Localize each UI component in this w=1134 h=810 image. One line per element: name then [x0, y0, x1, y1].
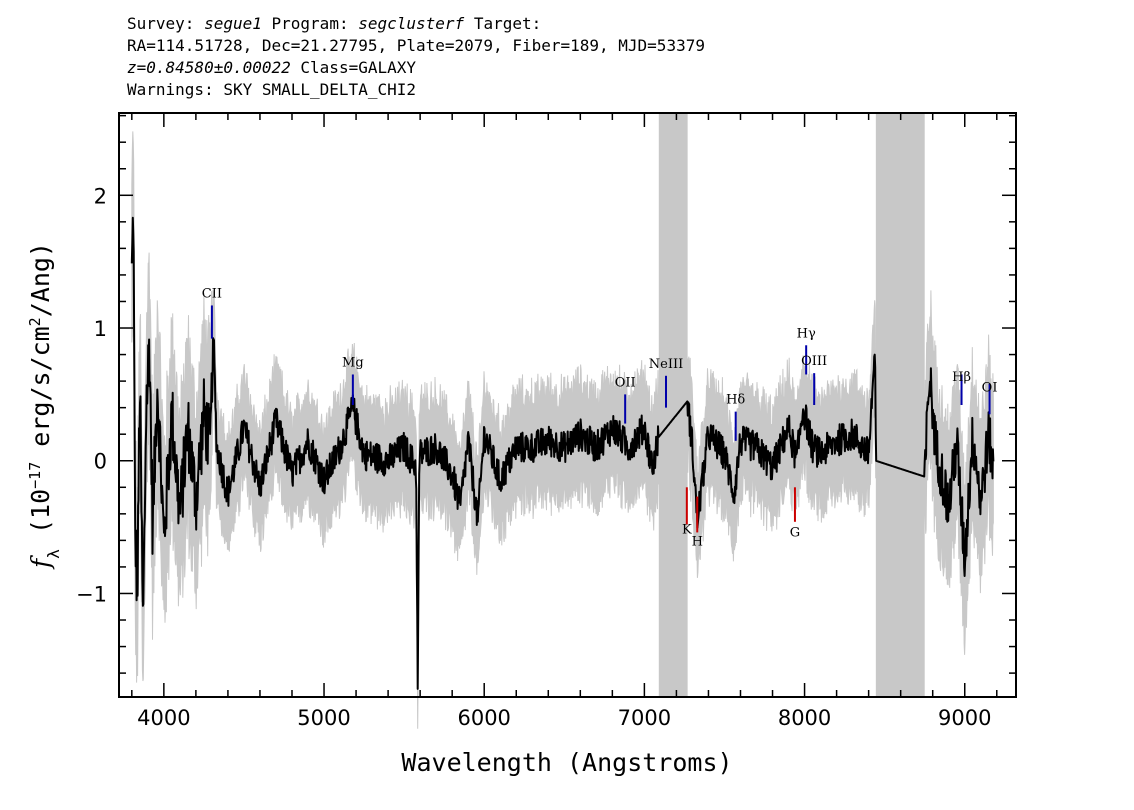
x-axis-label: Wavelength (Angstroms) [401, 748, 732, 777]
spectrum-header: Survey: segue1 Program: segclusterf Targ… [127, 13, 705, 101]
line-label-oi-8: OI [982, 381, 998, 396]
line-label-h-10: H [692, 535, 703, 550]
x-tick-label: 9000 [938, 706, 991, 730]
spectral-line-markers: CII Mg OII NeIII Hδ Hγ OIII Hβ OI KH G [202, 286, 998, 549]
flux-line [130, 216, 995, 690]
error-envelope-area [131, 131, 994, 729]
line-label-h-4: Hδ [726, 393, 745, 408]
masked-region-1 [658, 113, 688, 697]
header-line-warnings: Warnings: SKY SMALL_DELTA_CHI2 [127, 80, 416, 99]
survey-label: Survey: [127, 14, 195, 33]
line-label-neiii-3: NeIII [649, 357, 683, 372]
flux-series [130, 216, 995, 690]
x-tick-label: 6000 [457, 706, 510, 730]
error-envelope [131, 131, 994, 729]
survey-value: segue1 [204, 14, 262, 33]
x-tick-label: 5000 [297, 706, 350, 730]
y-tick-label: 0 [94, 450, 107, 474]
header-line-coordinates: RA=114.51728, Dec=21.27795, Plate=2079, … [127, 36, 705, 55]
y-axis-label: fλ (10−17 erg/s/cm2/Ang) [26, 242, 63, 570]
header-line-redshift: z=0.84580±0.00022 Class=GALAXY [127, 57, 705, 79]
target-label: Target: [473, 14, 542, 33]
x-tick-label: 4000 [137, 706, 190, 730]
line-label-k-9: K [682, 523, 692, 538]
line-label-cii-0: CII [202, 286, 222, 301]
line-label-g-11: G [790, 525, 800, 540]
y-tick-label: 2 [94, 184, 107, 208]
plot-frame [118, 112, 1017, 698]
y-tick-label: −1 [76, 582, 107, 606]
program-label: Program: [271, 14, 349, 33]
line-label-oii-2: OII [615, 375, 636, 390]
class-value: Class=GALAXY [300, 58, 416, 77]
masked-region-2 [875, 113, 925, 697]
x-tick-label: 7000 [618, 706, 671, 730]
line-label-h-7: Hβ [952, 370, 971, 385]
header-line-survey: Survey: segue1 Program: segclusterf Targ… [127, 13, 705, 35]
redshift-value: z=0.84580±0.00022 [127, 58, 291, 77]
program-value: segclusterf [358, 14, 465, 33]
masked-regions [658, 113, 925, 697]
x-tick-label: 8000 [778, 706, 831, 730]
y-tick-label: 1 [94, 317, 107, 341]
line-label-oiii-6: OIII [801, 354, 827, 369]
line-label-h-5: Hγ [797, 326, 816, 341]
line-label-mg-1: Mg [342, 356, 364, 371]
axes: 4000 5000 6000 7000 8000 9000 −1 0 1 2 [76, 112, 1017, 730]
